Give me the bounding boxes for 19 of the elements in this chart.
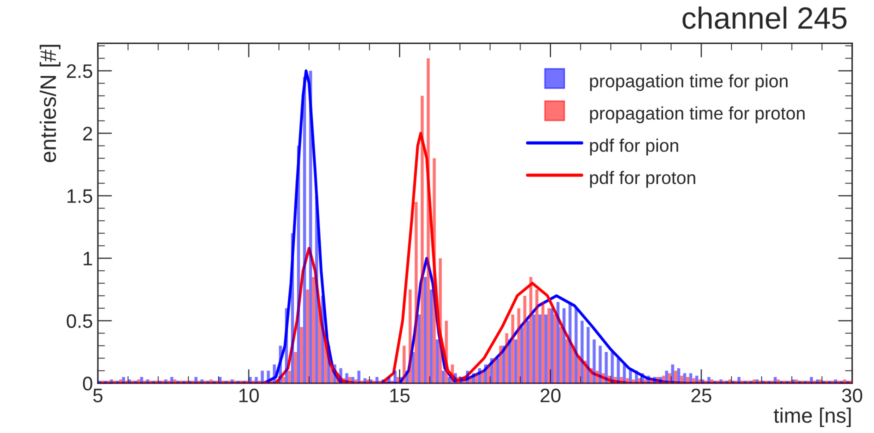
x-tick-label: 30 bbox=[842, 388, 862, 402]
x-tick-label: 15 bbox=[390, 388, 410, 402]
legend-label: pdf for proton bbox=[590, 170, 696, 188]
y-axis-title: entries/N [#] bbox=[40, 44, 60, 162]
y-tick-label: 2.5 bbox=[66, 64, 92, 78]
x-tick-label: 20 bbox=[540, 388, 560, 402]
legend-label: propagation time for pion bbox=[590, 74, 788, 92]
legend-label: pdf for pion bbox=[590, 138, 678, 156]
legend-label: propagation time for proton bbox=[590, 106, 805, 124]
y-tick-label: 1.5 bbox=[67, 189, 92, 203]
x-axis-title: time [ns] bbox=[774, 408, 851, 427]
chart-title: channel 245 bbox=[682, 6, 847, 29]
y-tick-label: 0 bbox=[82, 376, 92, 390]
y-tick-label: 1 bbox=[84, 252, 92, 266]
x-tick-label: 5 bbox=[93, 388, 102, 402]
x-tick-label: 10 bbox=[239, 388, 259, 402]
x-tick-label: 25 bbox=[691, 388, 712, 402]
y-tick-label: 0.5 bbox=[66, 314, 92, 328]
y-tick-label: 2 bbox=[83, 126, 92, 140]
